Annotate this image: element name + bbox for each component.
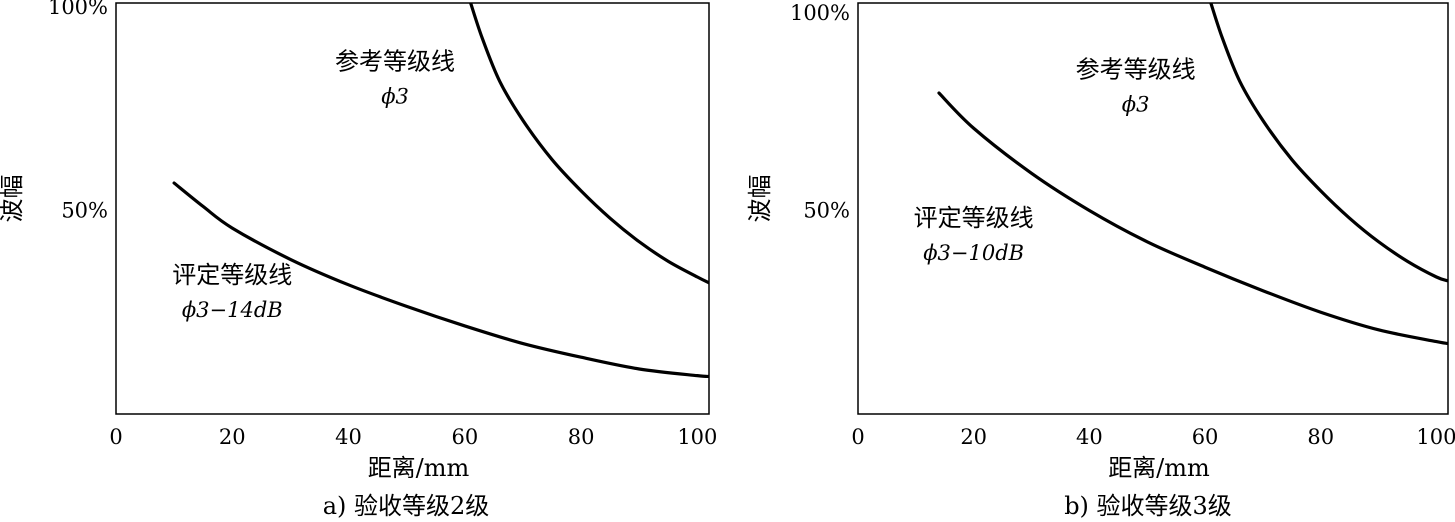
evaluation-level-label: 评定等级线 [172, 261, 292, 289]
x-tick-label: 20 [960, 425, 987, 449]
x-tick-label: 0 [851, 425, 864, 449]
x-tick-label: 80 [1307, 425, 1334, 449]
x-tick-label: 60 [1192, 425, 1219, 449]
reference-level-label: 参考等级线 [335, 48, 455, 76]
reference-level-value: ϕ3 [1122, 92, 1150, 116]
x-tick-label: 100 [1416, 425, 1455, 449]
reference-level-curve [1209, 3, 1448, 283]
x-tick-label: 100 [677, 425, 717, 449]
y-tick-label: 50% [61, 198, 108, 222]
evaluation-level-curve [937, 91, 1448, 346]
reference-level-label: 参考等级线 [1076, 55, 1196, 83]
y-tick-label: 100% [790, 1, 850, 25]
evaluation-level-curve [172, 181, 709, 379]
reference-level-value: ϕ3 [381, 85, 409, 109]
x-tick-label: 60 [451, 425, 478, 449]
x-tick-label: 40 [335, 425, 362, 449]
x-tick-label: 80 [568, 425, 595, 449]
y-axis-title: 波幅 [746, 175, 774, 223]
panel-caption: b) 验收等级3级 [1064, 492, 1232, 520]
x-axis-title: 距离/mm [368, 454, 470, 482]
evaluation-level-label: 评定等级线 [914, 204, 1034, 232]
x-axis-title: 距离/mm [1108, 454, 1210, 482]
x-tick-label: 40 [1076, 425, 1103, 449]
plot-frame-1 [857, 2, 1449, 415]
x-tick-label: 20 [219, 425, 246, 449]
x-tick-label: 0 [109, 425, 122, 449]
evaluation-level-value: ϕ3−14dB [182, 298, 283, 322]
y-axis-title: 波幅 [0, 175, 26, 223]
evaluation-level-value: ϕ3−10dB [923, 241, 1024, 265]
panel-caption: a) 验收等级2级 [323, 492, 490, 520]
reference-level-curve [469, 3, 709, 285]
y-tick-label: 50% [803, 198, 850, 222]
y-tick-label: 100% [48, 0, 108, 19]
plot-frame-0 [115, 2, 710, 415]
